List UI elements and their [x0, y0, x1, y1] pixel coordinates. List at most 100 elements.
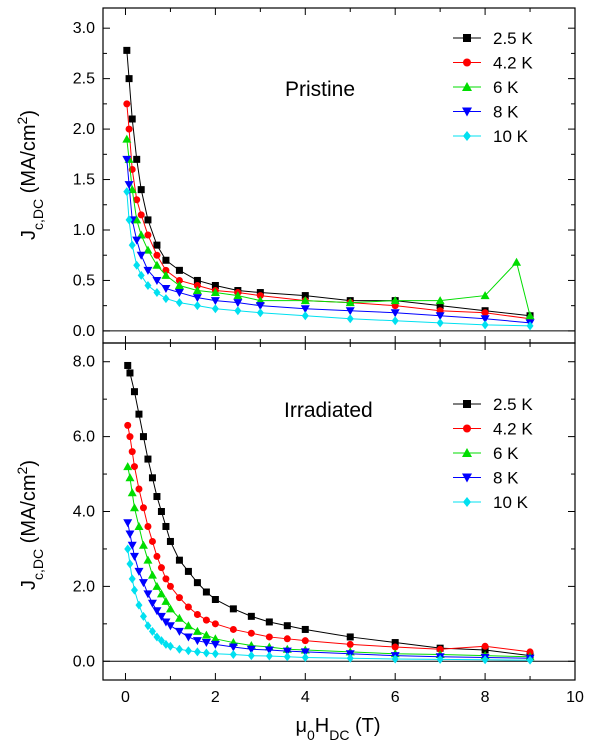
data-point: [174, 289, 184, 298]
data-point: [192, 637, 202, 646]
legend-label: 2.5 K: [493, 29, 533, 48]
data-point: [211, 281, 219, 289]
x-tick-label: 4: [301, 689, 310, 706]
legend-label: 8 K: [493, 103, 519, 122]
series-line: [127, 365, 531, 657]
data-point: [147, 599, 157, 608]
data-point: [283, 652, 291, 662]
data-point: [202, 588, 210, 596]
data-point: [435, 312, 445, 321]
data-point: [143, 245, 153, 254]
data-point: [233, 299, 243, 308]
data-point: [247, 629, 255, 637]
legend-marker: [463, 497, 471, 507]
data-point: [157, 636, 165, 646]
legend-marker: [462, 473, 472, 483]
data-point: [125, 215, 133, 225]
data-point: [346, 640, 354, 648]
legend-marker: [463, 400, 471, 408]
data-point: [526, 655, 534, 665]
data-point: [481, 655, 489, 665]
data-point: [165, 622, 175, 631]
data-point: [143, 555, 153, 564]
data-point: [300, 296, 310, 305]
legend-label: 4.2 K: [493, 54, 533, 73]
x-axis-label: μ0HDC (T): [295, 715, 380, 742]
data-point: [128, 115, 136, 123]
data-point: [390, 296, 400, 305]
data-point: [133, 155, 141, 163]
data-point: [139, 504, 147, 512]
y-tick-label: 6.0: [73, 429, 95, 446]
data-point: [265, 633, 273, 641]
x-tick-label: 2: [211, 689, 220, 706]
data-point: [202, 616, 210, 624]
data-point: [175, 594, 183, 602]
y-tick-label: 0.5: [73, 272, 95, 289]
data-point: [247, 651, 255, 661]
data-point: [480, 315, 490, 324]
data-point: [255, 296, 265, 305]
legend-marker: [462, 448, 472, 457]
data-point: [124, 181, 134, 190]
data-point: [124, 544, 132, 554]
data-point: [481, 309, 489, 317]
legend-marker: [463, 58, 471, 67]
data-point: [301, 292, 309, 300]
series-line: [126, 191, 531, 327]
data-point: [229, 625, 237, 633]
data-point: [148, 626, 156, 636]
data-point: [156, 612, 166, 621]
data-point: [156, 589, 166, 598]
data-point: [202, 648, 210, 658]
series-line: [126, 139, 531, 316]
data-point: [128, 574, 136, 584]
data-point: [124, 421, 132, 429]
data-point: [175, 298, 183, 308]
data-point: [346, 314, 354, 324]
data-point: [174, 613, 184, 622]
data-point: [301, 311, 309, 321]
data-point: [123, 462, 133, 471]
data-point: [265, 618, 273, 626]
data-point: [144, 455, 152, 463]
data-point: [144, 621, 152, 631]
data-point: [139, 433, 147, 441]
data-point: [210, 297, 220, 306]
data-point: [183, 633, 193, 642]
data-point: [283, 622, 291, 630]
data-point: [346, 653, 354, 663]
data-point: [157, 564, 165, 572]
data-point: [162, 266, 170, 274]
series-line: [127, 425, 531, 653]
data-point: [138, 579, 148, 588]
data-point: [135, 410, 143, 418]
data-point: [193, 610, 201, 618]
legend-label: 10 K: [493, 127, 529, 146]
data-point: [210, 640, 220, 649]
data-point: [135, 485, 143, 493]
data-point: [184, 646, 192, 656]
data-point: [161, 618, 171, 627]
data-point: [153, 552, 161, 560]
data-point: [152, 607, 162, 616]
data-point: [525, 311, 535, 320]
data-point: [301, 637, 309, 645]
data-point: [192, 286, 202, 295]
data-point: [481, 320, 489, 330]
data-point: [126, 559, 134, 569]
data-point: [193, 647, 201, 657]
data-point: [128, 240, 136, 250]
data-point: [144, 280, 152, 290]
y-tick-label: 2.0: [73, 121, 95, 138]
data-point: [137, 211, 145, 219]
data-point: [233, 291, 243, 300]
series-6-K: [123, 462, 535, 661]
data-point: [157, 508, 165, 515]
legend-label: 4.2 K: [493, 420, 533, 439]
data-point: [184, 567, 192, 575]
y-tick-label: 2.0: [73, 578, 95, 595]
data-point: [133, 196, 141, 204]
data-point: [123, 519, 133, 528]
